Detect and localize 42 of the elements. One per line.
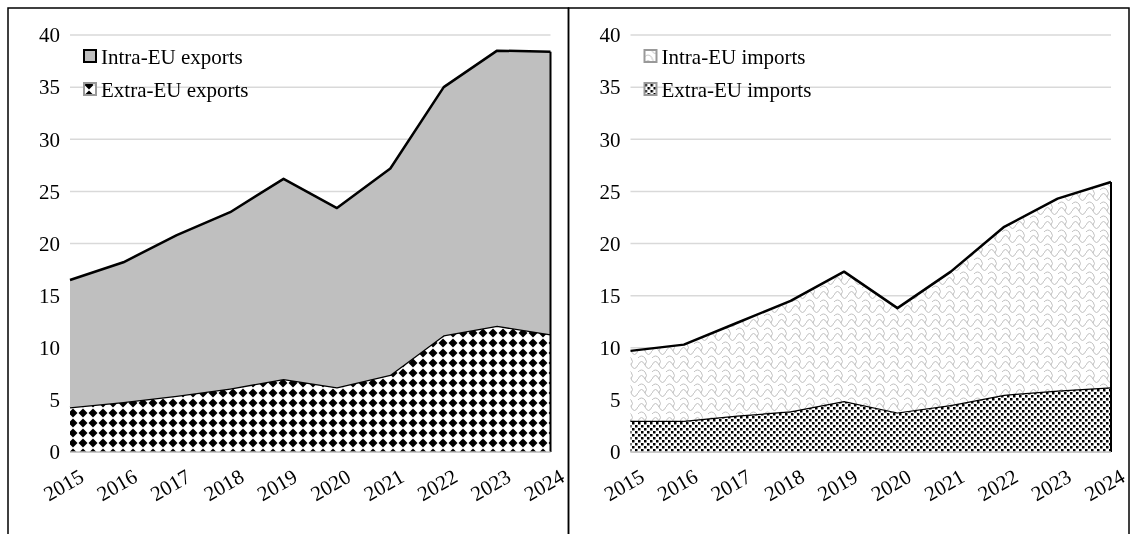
legend-label: Intra-EU imports bbox=[661, 45, 806, 70]
legend-label: Intra-EU exports bbox=[101, 45, 243, 70]
y-tick-label: 0 bbox=[610, 440, 621, 465]
x-tick-label: 2022 bbox=[973, 464, 1023, 507]
x-tick-label: 2022 bbox=[413, 464, 462, 507]
legend-label: Extra-EU imports bbox=[661, 78, 812, 103]
y-tick-label: 20 bbox=[599, 231, 621, 256]
y-tick-label: 15 bbox=[39, 283, 60, 308]
y-tick-label: 10 bbox=[599, 336, 621, 361]
y-tick-label: 5 bbox=[49, 388, 60, 413]
x-tick-label: 2018 bbox=[760, 464, 809, 507]
x-tick-label: 2023 bbox=[466, 464, 515, 507]
y-tick-label: 5 bbox=[610, 388, 621, 413]
x-tick-label: 2021 bbox=[920, 464, 969, 507]
x-tick-label: 2016 bbox=[92, 464, 142, 507]
y-tick-label: 35 bbox=[39, 75, 60, 100]
x-tick-label: 2016 bbox=[653, 464, 702, 507]
x-tick-label: 2024 bbox=[1080, 464, 1130, 507]
y-tick-label: 10 bbox=[39, 336, 60, 361]
y-tick-label: 30 bbox=[599, 127, 621, 152]
x-tick-label: 2021 bbox=[359, 464, 409, 507]
x-tick-label: 2023 bbox=[1027, 464, 1076, 507]
y-tick-label: 15 bbox=[599, 283, 621, 308]
x-tick-label: 2017 bbox=[146, 464, 195, 507]
y-tick-label: 25 bbox=[599, 179, 621, 204]
x-tick-label: 2020 bbox=[866, 464, 916, 507]
x-tick-label: 2017 bbox=[706, 464, 756, 507]
x-tick-label: 2024 bbox=[519, 464, 569, 507]
legend-label: Extra-EU exports bbox=[101, 78, 249, 103]
x-tick-label: 2015 bbox=[39, 464, 88, 507]
x-tick-label: 2015 bbox=[599, 464, 649, 507]
y-tick-label: 30 bbox=[39, 127, 60, 152]
x-tick-label: 2019 bbox=[813, 464, 862, 507]
y-tick-label: 35 bbox=[599, 75, 621, 100]
y-tick-label: 20 bbox=[39, 231, 60, 256]
x-tick-label: 2018 bbox=[199, 464, 249, 507]
y-tick-label: 40 bbox=[39, 23, 60, 48]
x-tick-label: 2019 bbox=[253, 464, 302, 507]
x-tick-label: 2020 bbox=[306, 464, 355, 507]
y-tick-label: 40 bbox=[599, 23, 621, 48]
y-tick-label: 0 bbox=[49, 440, 60, 465]
y-tick-label: 25 bbox=[39, 179, 60, 204]
